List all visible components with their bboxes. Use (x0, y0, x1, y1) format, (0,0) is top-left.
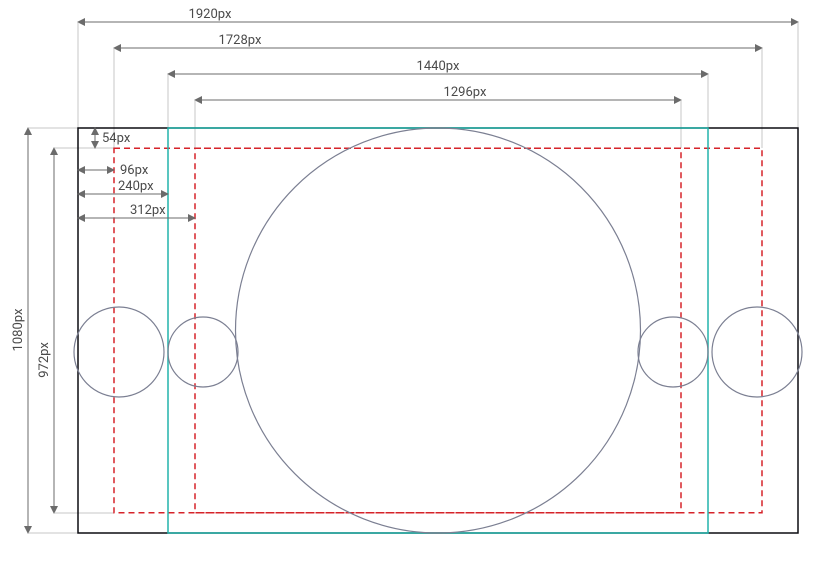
title-safe-1296x972 (195, 148, 681, 513)
right-outer-circle (712, 307, 802, 397)
dim-240-label: 240px (118, 179, 154, 194)
dim-54-label: 54px (102, 131, 131, 146)
dim-1080-label: 1080px (11, 308, 26, 351)
left-inner-circle (168, 317, 238, 387)
dim-312-label: 312px (130, 203, 166, 218)
left-outer-circle (74, 307, 164, 397)
dim-1920-label: 1920px (189, 7, 232, 22)
right-inner-circle (638, 317, 708, 387)
dim-1296-label: 1296px (444, 85, 487, 100)
safe-area-diagram: 1920px 1728px 1440px 1296px 1080px 972px (0, 0, 820, 561)
center-circle (236, 128, 641, 533)
frame-1440x1080 (168, 128, 708, 533)
dim-96-label: 96px (120, 163, 149, 178)
dim-1728-label: 1728px (219, 33, 262, 48)
action-safe-1728x972 (114, 148, 762, 513)
dim-1440-label: 1440px (417, 59, 460, 74)
dim-972-label: 972px (37, 342, 52, 378)
frame-1920x1080 (78, 128, 798, 533)
